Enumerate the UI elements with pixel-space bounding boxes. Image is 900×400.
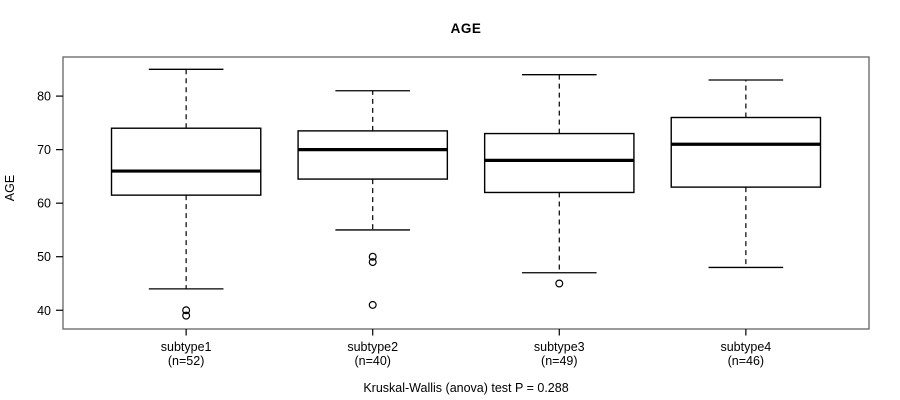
y-tick-label: 80 bbox=[37, 90, 51, 104]
outlier-point bbox=[368, 258, 377, 267]
chart-title: AGE bbox=[450, 21, 482, 36]
iqr-box bbox=[297, 130, 449, 180]
iqr-box bbox=[483, 132, 635, 194]
stat-test-caption: Kruskal-Wallis (anova) test P = 0.288 bbox=[363, 381, 569, 395]
plot-border bbox=[62, 56, 870, 330]
outlier-point bbox=[368, 300, 377, 309]
iqr-box bbox=[110, 127, 262, 196]
group-label: subtype4 bbox=[720, 340, 771, 354]
group-n-label: (n=49) bbox=[541, 354, 577, 368]
group-n-label: (n=52) bbox=[168, 354, 204, 368]
y-tick-label: 40 bbox=[37, 304, 51, 318]
group-n-label: (n=40) bbox=[354, 354, 390, 368]
y-tick-label: 60 bbox=[37, 197, 51, 211]
outlier-point bbox=[555, 279, 564, 288]
y-tick-label: 50 bbox=[37, 250, 51, 264]
group-n-label: (n=46) bbox=[728, 354, 764, 368]
group-label: subtype2 bbox=[347, 340, 398, 354]
outlier-point bbox=[182, 311, 191, 320]
outlier-point bbox=[182, 306, 191, 315]
iqr-box bbox=[670, 116, 822, 188]
group-label: subtype1 bbox=[161, 340, 212, 354]
group-label: subtype3 bbox=[534, 340, 585, 354]
y-tick-label: 70 bbox=[37, 143, 51, 157]
outlier-point bbox=[368, 252, 377, 261]
